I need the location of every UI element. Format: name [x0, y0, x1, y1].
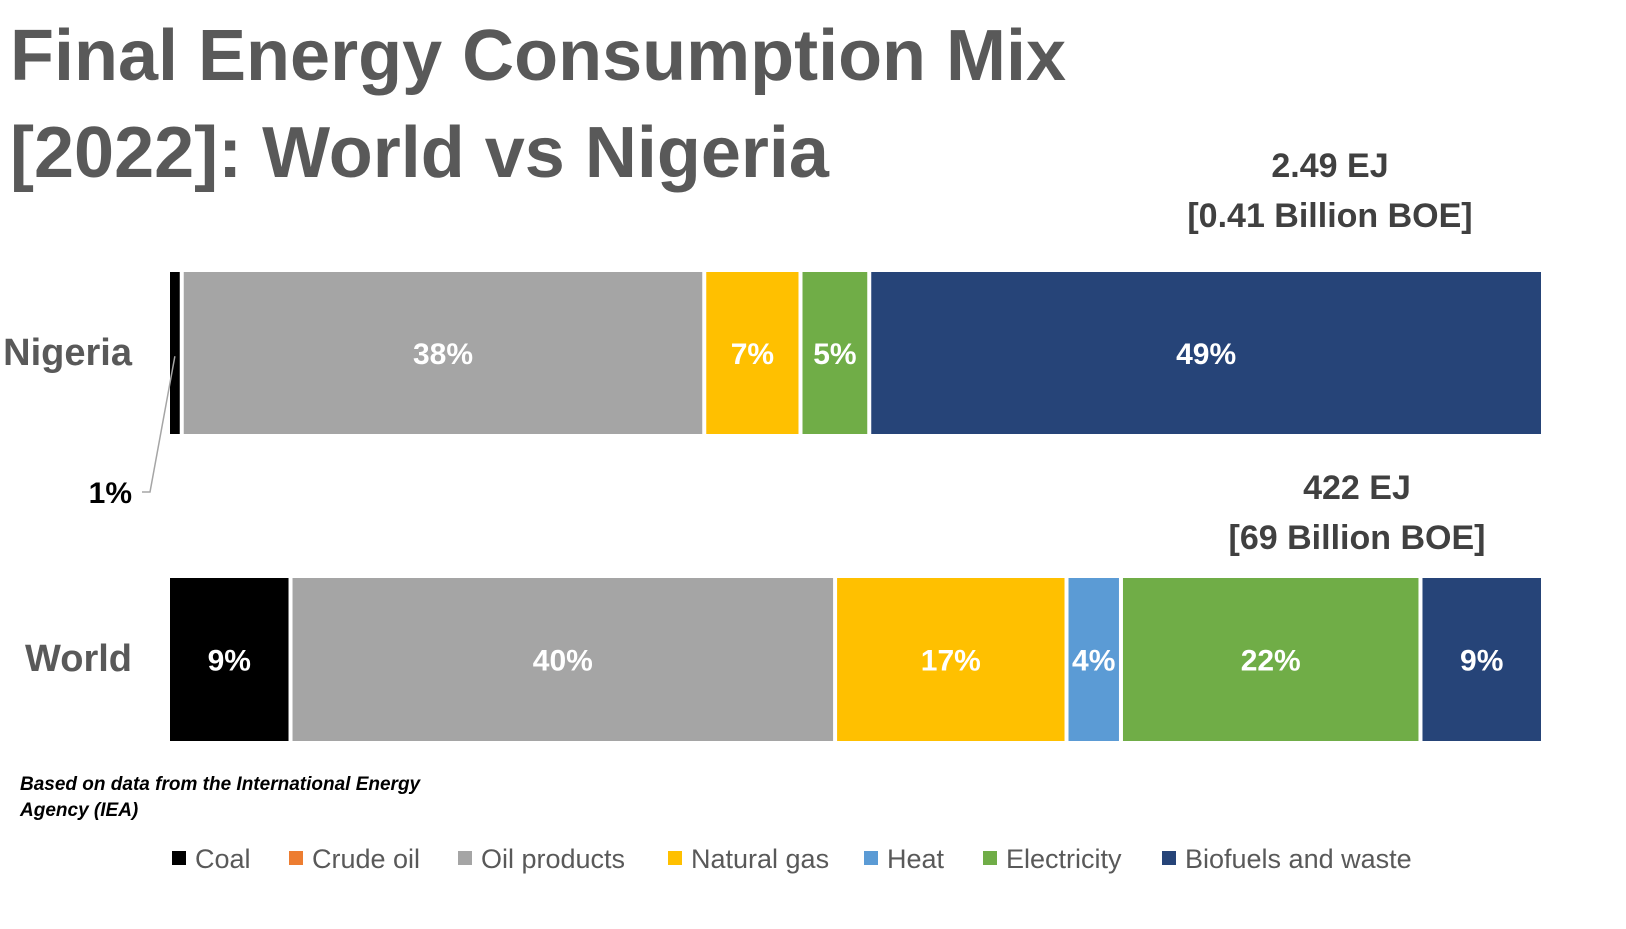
total-label-world-line-2: [69 Billion BOE]	[1229, 519, 1486, 557]
bar-nigeria-biofuels-and-waste	[871, 272, 1541, 434]
data-label-nigeria-natural-gas: 7%	[731, 338, 774, 371]
bar-nigeria-electricity	[802, 272, 868, 434]
chart-title-line-2: [2022]: World vs Nigeria	[10, 113, 830, 193]
data-label-world-heat: 4%	[1072, 645, 1115, 678]
legend-swatch-crude-oil	[289, 851, 303, 865]
bar-nigeria-coal	[170, 272, 180, 434]
legend-label-oil-products: Oil products	[481, 844, 625, 874]
data-label-nigeria-coal: 1%	[89, 477, 132, 510]
data-label-nigeria-oil-products: 38%	[413, 338, 473, 371]
legend-swatch-electricity	[983, 851, 997, 865]
plot-area: Nigeria 2.49 EJ [0.41 Billion BOE] 38% 7% 5% 4…	[3, 147, 1541, 741]
data-label-world-oil-products: 40%	[533, 645, 593, 678]
legend-label-natural-gas: Natural gas	[691, 844, 829, 874]
data-label-world-biofuels-and-waste: 9%	[1460, 645, 1503, 678]
legend-label-coal: Coal	[195, 844, 251, 874]
total-label-world-line-1: 422 EJ	[1303, 469, 1411, 507]
bar-world-heat	[1068, 578, 1119, 741]
bar-world-biofuels-and-waste	[1422, 578, 1541, 741]
source-note-line-2: Agency (IEA)	[19, 800, 138, 821]
legend-label-crude-oil: Crude oil	[312, 844, 420, 874]
coal-callout: 1%	[89, 356, 176, 510]
legend-item-heat: Heat	[864, 844, 945, 874]
legend-item-coal: Coal	[172, 844, 251, 874]
legend-item-crude-oil: Crude oil	[289, 844, 420, 874]
legend-label-biofuels-and-waste: Biofuels and waste	[1185, 844, 1412, 874]
category-label-world: World	[25, 638, 132, 680]
legend-swatch-oil-products	[458, 851, 472, 865]
chart-title-line-1: Final Energy Consumption Mix	[10, 16, 1066, 96]
chart-title: Final Energy Consumption Mix [2022]: Wor…	[10, 16, 1066, 193]
bar-world-natural-gas	[837, 578, 1065, 741]
legend-item-natural-gas: Natural gas	[668, 844, 829, 874]
total-label-nigeria-line-2: [0.41 Billion BOE]	[1187, 197, 1472, 235]
legend-swatch-coal	[172, 851, 186, 865]
legend-swatch-biofuels-and-waste	[1162, 851, 1176, 865]
legend: Coal Crude oil Oil products Natural gas Heat…	[172, 844, 1412, 874]
legend-swatch-heat	[864, 851, 878, 865]
bar-world-electricity	[1122, 578, 1419, 741]
legend-item-oil-products: Oil products	[458, 844, 625, 874]
source-note: Based on data from the International Ene…	[19, 774, 422, 821]
data-label-world-electricity: 22%	[1241, 645, 1301, 678]
bar-world-coal	[170, 578, 289, 741]
legend-swatch-natural-gas	[668, 851, 682, 865]
leader-line-nigeria-coal	[142, 356, 176, 493]
data-label-nigeria-biofuels-and-waste: 49%	[1176, 338, 1236, 371]
bar-nigeria-natural-gas	[706, 272, 799, 434]
data-label-world-natural-gas: 17%	[921, 645, 981, 678]
source-note-line-1: Based on data from the International Ene…	[20, 774, 422, 795]
category-label-nigeria: Nigeria	[3, 332, 133, 374]
legend-item-biofuels-and-waste: Biofuels and waste	[1162, 844, 1412, 874]
legend-label-heat: Heat	[887, 844, 945, 874]
bar-world-oil-products	[292, 578, 834, 741]
bar-nigeria-oil-products	[183, 272, 703, 434]
legend-label-electricity: Electricity	[1006, 844, 1122, 874]
total-label-nigeria-line-1: 2.49 EJ	[1271, 147, 1388, 185]
data-label-nigeria-electricity: 5%	[813, 338, 856, 371]
data-label-world-coal: 9%	[208, 645, 251, 678]
legend-item-electricity: Electricity	[983, 844, 1122, 874]
